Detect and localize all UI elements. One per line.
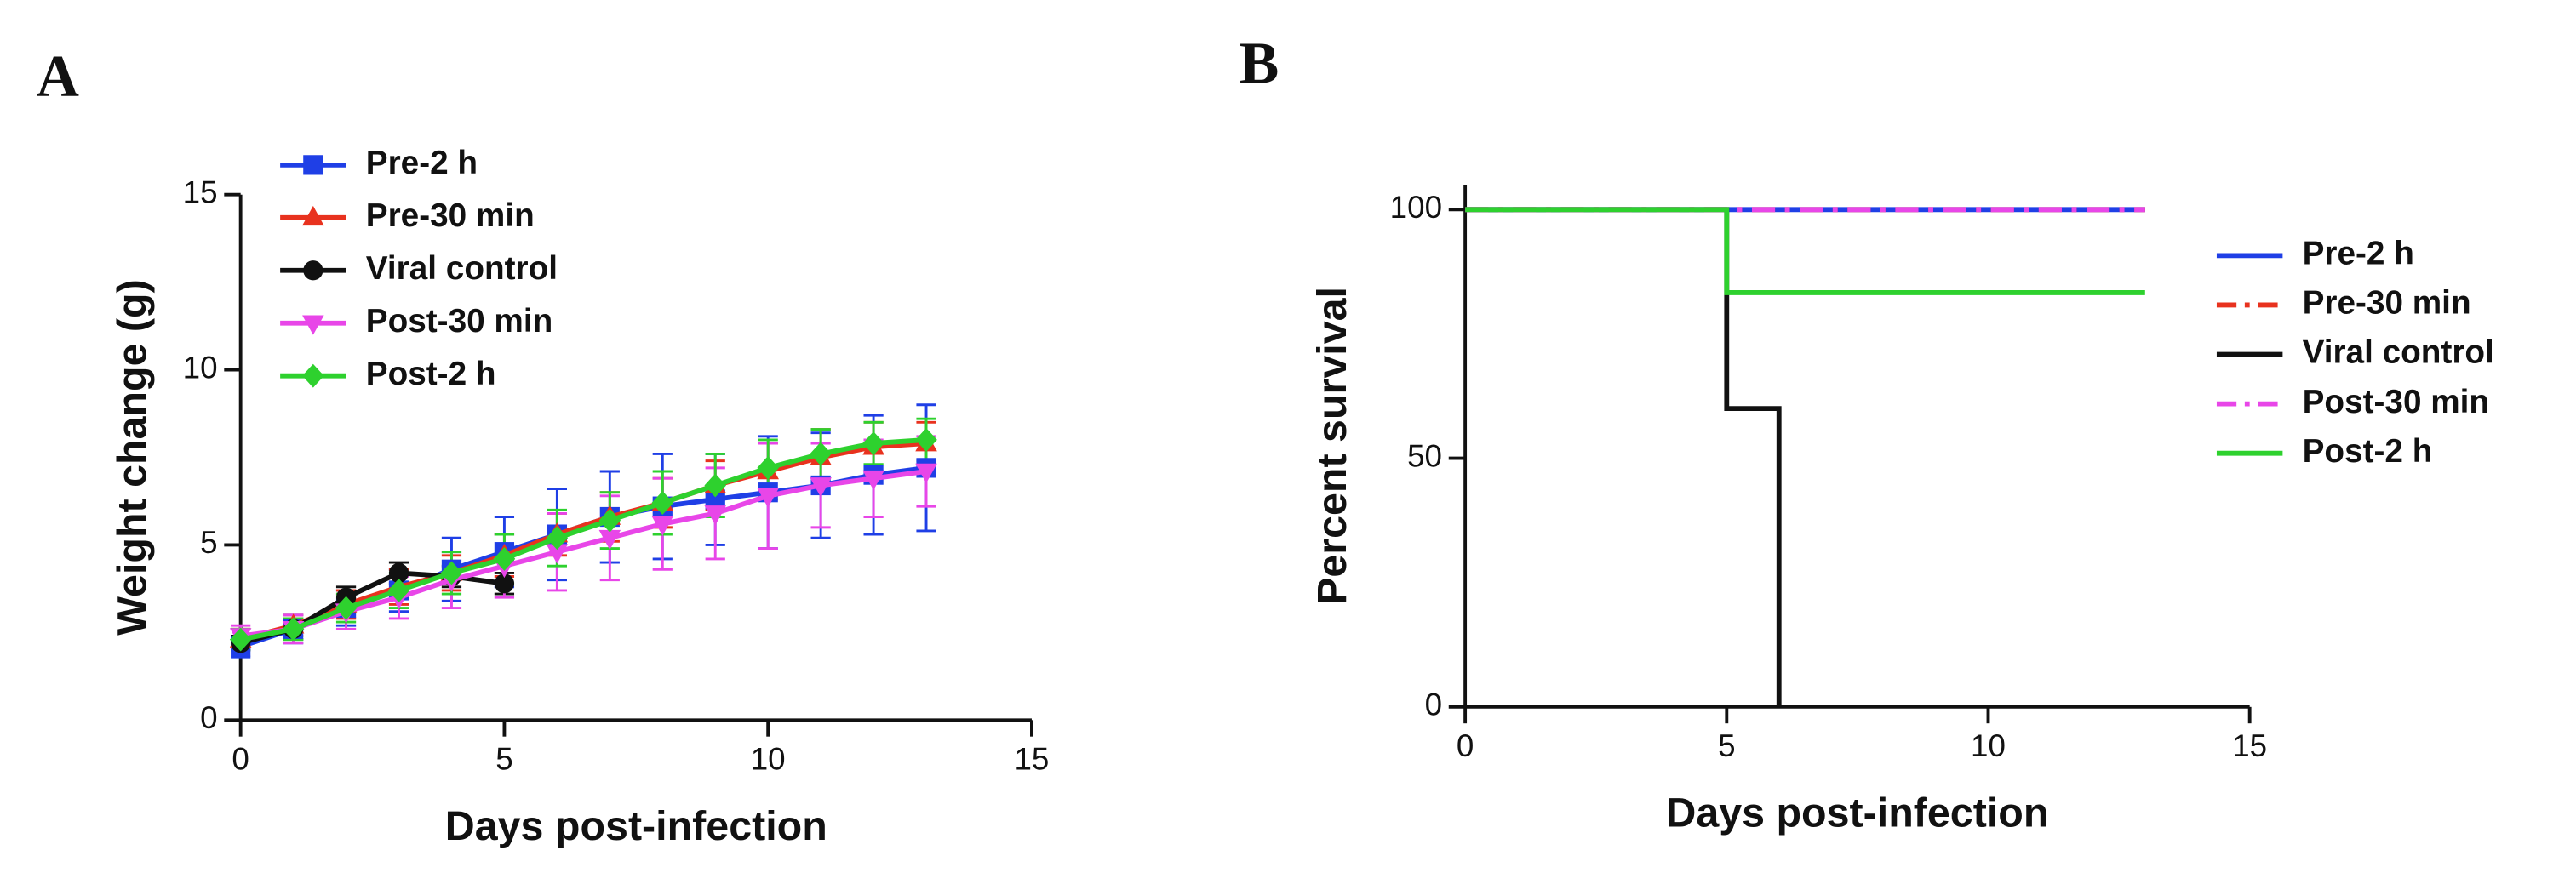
x-axis-title: Days post-infection xyxy=(445,803,827,849)
legend-label: Post-2 h xyxy=(2303,433,2433,470)
y-tick-label: 0 xyxy=(200,700,217,735)
y-tick-label: 0 xyxy=(1425,687,1442,722)
x-tick-label: 5 xyxy=(1718,728,1735,763)
y-tick-label: 15 xyxy=(183,174,218,209)
panel-label: B xyxy=(1239,31,1279,97)
marker xyxy=(598,529,621,551)
marker xyxy=(440,561,463,585)
y-tick-label: 50 xyxy=(1407,438,1442,473)
marker xyxy=(810,442,832,466)
marker xyxy=(705,489,725,510)
y-axis-title: Percent survival xyxy=(1309,287,1355,605)
x-axis-title: Days post-infection xyxy=(1666,790,2048,836)
x-tick-label: 0 xyxy=(1457,728,1474,763)
marker xyxy=(302,205,324,226)
x-tick-label: 5 xyxy=(495,741,512,776)
legend-label: Post-2 h xyxy=(366,356,496,392)
x-tick-label: 0 xyxy=(232,741,249,776)
legend-label: Pre-2 h xyxy=(2303,236,2414,272)
marker xyxy=(546,544,569,564)
x-tick-label: 10 xyxy=(751,741,786,776)
marker xyxy=(388,562,409,584)
x-tick-label: 15 xyxy=(2232,728,2267,763)
y-tick-label: 5 xyxy=(200,525,217,560)
legend-label: Pre-30 min xyxy=(2303,285,2471,322)
y-tick-label: 100 xyxy=(1390,190,1442,225)
panel-label: A xyxy=(37,44,79,110)
marker xyxy=(229,627,252,652)
marker xyxy=(757,488,779,508)
marker xyxy=(810,477,832,498)
marker xyxy=(302,363,324,388)
survival-curve xyxy=(1465,207,1782,707)
series-line xyxy=(240,437,927,642)
marker xyxy=(915,427,937,452)
x-tick-label: 15 xyxy=(1014,741,1049,776)
legend-label: Viral control xyxy=(366,250,558,287)
y-tick-label: 10 xyxy=(183,350,218,385)
legend-label: Pre-2 h xyxy=(366,145,478,181)
marker xyxy=(387,579,410,602)
marker xyxy=(862,470,884,491)
marker xyxy=(651,516,674,536)
legend-label: Post-30 min xyxy=(366,303,552,339)
survival-curve xyxy=(1465,207,2145,295)
marker xyxy=(303,155,323,175)
legend-label: Post-30 min xyxy=(2303,384,2489,420)
legend-label: Pre-30 min xyxy=(366,197,535,234)
marker xyxy=(598,508,621,533)
marker xyxy=(757,455,779,480)
legend-label: Viral control xyxy=(2303,334,2494,371)
marker xyxy=(862,431,884,455)
marker xyxy=(303,260,323,281)
y-axis-title: Weight change (g) xyxy=(110,279,156,635)
marker xyxy=(282,617,305,642)
marker xyxy=(704,505,727,526)
marker xyxy=(302,315,324,335)
marker xyxy=(494,573,515,594)
x-tick-label: 10 xyxy=(1971,728,2006,763)
marker xyxy=(915,463,937,483)
